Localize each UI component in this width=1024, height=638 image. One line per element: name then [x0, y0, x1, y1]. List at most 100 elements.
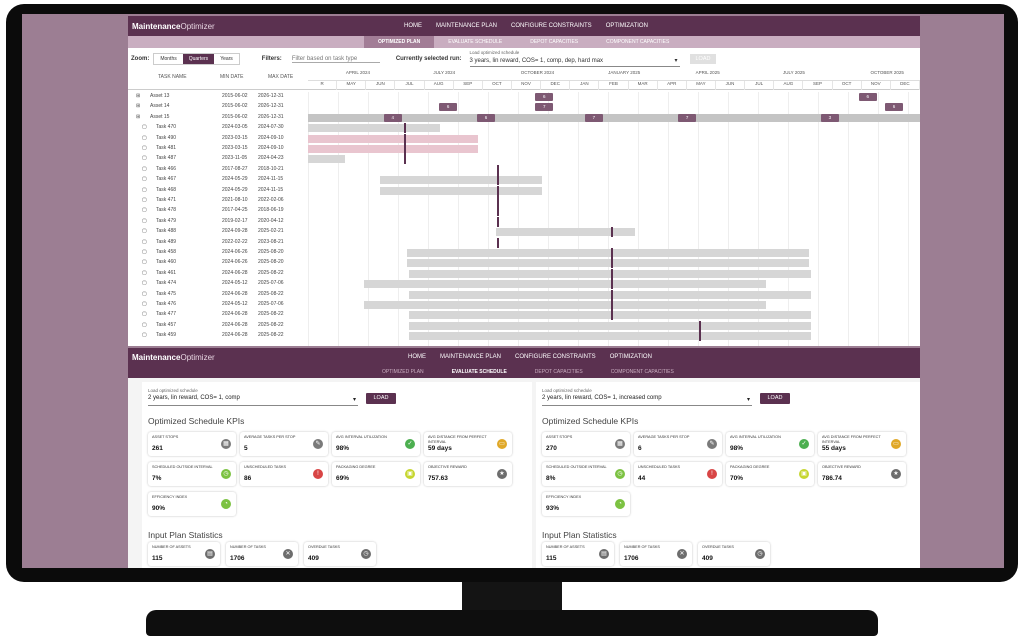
task-window-bar[interactable] [308, 124, 440, 133]
kpi-label: UNSCHEDULED TASKS [638, 465, 681, 469]
task-name: Task 471 [156, 197, 177, 203]
kpi-label: AVG INTERVAL UTILIZATION [730, 435, 781, 439]
stop-count-badge[interactable]: 3 [820, 113, 839, 122]
load-button[interactable]: LOAD [366, 393, 396, 404]
task-row[interactable]: ▢ Task 467 2024-05-29 2024-11-15 [128, 176, 920, 186]
task-row[interactable]: ▢ Task 459 2024-06-28 2025-08-22 [128, 332, 920, 342]
zoom-years[interactable]: Years [220, 56, 233, 62]
schedule-select[interactable]: 2 years, lin reward, COS= 1, increased c… [542, 395, 752, 406]
nav-optimization[interactable]: OPTIMIZATION [605, 23, 648, 29]
task-row[interactable]: ▢ Task 468 2024-05-29 2024-11-15 [128, 187, 920, 197]
task-row[interactable]: ▢ Task 458 2024-06-26 2025-08-20 [128, 249, 920, 259]
task-row[interactable]: ▢ Task 461 2024-06-28 2025-08-22 [128, 270, 920, 280]
task-row[interactable]: ▢ Task 466 2017-08-27 2018-10-21 [128, 166, 920, 176]
task-row[interactable]: ▢ Task 487 2023-11-05 2024-04-23 [128, 155, 920, 165]
stop-count-badge[interactable]: 4 [383, 113, 402, 122]
check-icon: ✓ [405, 439, 415, 449]
task-window-bar[interactable] [408, 321, 811, 330]
task-row[interactable]: ▢ Task 478 2017-04-25 2018-06-19 [128, 207, 920, 217]
task-row[interactable]: ▢ Task 475 2024-06-28 2025-08-22 [128, 291, 920, 301]
stop-count-badge[interactable]: 6 [477, 113, 496, 122]
task-window-bar[interactable] [495, 228, 635, 237]
max-date: 2020-04-12 [258, 217, 284, 224]
task-row[interactable]: ▢ Task 490 2023-03-15 2024-09-10 [128, 135, 920, 145]
scheduled-marker [698, 320, 701, 331]
task-window-bar[interactable] [408, 290, 811, 299]
stat-value: 409 [702, 555, 713, 562]
load-button[interactable]: LOAD [689, 54, 717, 64]
month-label: AUG [425, 81, 454, 90]
task-window-bar[interactable] [408, 332, 811, 341]
task-row[interactable]: ▢ Task 460 2024-06-26 2025-08-20 [128, 259, 920, 269]
tab-depot-capacities[interactable]: DEPOT CAPACITIES [530, 39, 579, 45]
task-window-bar[interactable] [408, 311, 811, 320]
zoom-quarters[interactable]: Quarters [182, 54, 215, 64]
task-row[interactable]: ▢ Task 470 2024-03-05 2024-07-30 [128, 124, 920, 134]
min-date: 2024-05-12 [222, 280, 248, 287]
scheduled-marker [497, 175, 500, 186]
task-window-bar[interactable] [380, 186, 542, 195]
kpi-label: AVG DISTANCE FROM PERFECT INTERVAL [428, 435, 487, 444]
task-row[interactable]: ▢ Task 481 2023-03-15 2024-09-10 [128, 145, 920, 155]
task-name: Task 457 [156, 321, 177, 328]
nav-configure-constraints-2[interactable]: CONFIGURE CONSTRAINTS [515, 354, 596, 360]
task-window-bar[interactable] [363, 280, 766, 289]
stop-count-badge[interactable]: 7 [535, 103, 554, 112]
filter-input[interactable]: Filter based on task type [291, 56, 380, 63]
month-row: R MAY JUN JUL AUG SEP OCT NOV DEC JAN FEB MAR APR MAY… [308, 80, 920, 90]
nav-home-2[interactable]: HOME [408, 354, 426, 360]
task-window-bar[interactable] [408, 269, 811, 278]
task-row[interactable]: ▢ Task 488 2024-09-28 2025-02-21 [128, 228, 920, 238]
sub-tabs: OPTIMIZED PLAN EVALUATE SCHEDULE DEPOT C… [128, 36, 920, 48]
stop-count-badge[interactable]: 6 [885, 103, 904, 112]
task-window-bar[interactable] [308, 155, 346, 164]
stop-count-badge[interactable]: 6 [535, 93, 554, 101]
stat-card: NUMBER OF TASKS 1706 ✕ [226, 542, 298, 566]
tab-component-capacities-2[interactable]: COMPONENT CAPACITIES [610, 369, 674, 375]
scheduled-marker [497, 237, 500, 248]
task-window-bar[interactable] [406, 249, 809, 257]
nav-home[interactable]: HOME [404, 23, 422, 29]
task-row[interactable]: ▢ Task 477 2024-06-28 2025-08-22 [128, 311, 920, 321]
task-name: Task 487 [156, 155, 177, 162]
task-window-bar[interactable] [308, 134, 479, 143]
task-row[interactable]: ▢ Task 471 2021-08-10 2022-02-06 [128, 197, 920, 207]
task-window-bar[interactable] [406, 259, 809, 268]
task-row[interactable]: ▢ Task 474 2024-05-12 2025-07-06 [128, 280, 920, 290]
task-window-bar[interactable] [380, 176, 542, 185]
nav-configure-constraints[interactable]: CONFIGURE CONSTRAINTS [511, 23, 592, 29]
stop-count-badge[interactable]: 6 [858, 93, 877, 101]
task-row[interactable]: ▢ Task 479 2019-02-17 2020-04-12 [128, 218, 920, 228]
min-date: 2024-06-26 [222, 259, 248, 266]
stop-count-badge[interactable]: 7 [584, 113, 603, 122]
nav-maintenance-plan-2[interactable]: MAINTENANCE PLAN [440, 354, 502, 360]
min-date: 2024-03-05 [222, 124, 248, 131]
tab-component-capacities[interactable]: COMPONENT CAPACITIES [606, 39, 670, 45]
asset-row[interactable]: ⊞ Asset 13 2015-06-02 2026-12-31 [128, 93, 920, 103]
nav-optimization-2[interactable]: OPTIMIZATION [609, 354, 652, 360]
tab-optimized-plan[interactable]: OPTIMIZED PLAN [364, 36, 435, 48]
run-label: Currently selected run: [395, 56, 462, 62]
tab-evaluate-schedule[interactable]: EVALUATE SCHEDULE [448, 39, 503, 45]
task-window-bar[interactable] [363, 301, 766, 309]
stop-count-badge[interactable]: 6 [439, 103, 458, 112]
load-button[interactable]: LOAD [760, 393, 790, 404]
min-date: 2024-06-28 [222, 332, 248, 339]
asset-row[interactable]: ⊞ Asset 15 2015-06-02 2026-12-31 [128, 114, 920, 124]
task-row[interactable]: ▢ Task 457 2024-06-28 2025-08-22 [128, 322, 920, 332]
tab-depot-capacities-2[interactable]: DEPOT CAPACITIES [534, 369, 583, 375]
kpi-label: ASSET STOPS [152, 435, 179, 439]
task-window-bar[interactable] [308, 145, 479, 153]
schedule-select[interactable]: 2 years, lin reward, COS= 1, comp ▾ [148, 395, 358, 406]
run-select[interactable]: Load optimized schedule 3 years, lin rew… [469, 50, 680, 67]
task-row[interactable]: ▢ Task 476 2024-05-12 2025-07-06 [128, 301, 920, 311]
asset-row[interactable]: ⊞ Asset 14 2015-06-02 2026-12-31 [128, 103, 920, 113]
kpi-label: EFFICIENCY INDEX [152, 495, 188, 499]
task-row[interactable]: ▢ Task 489 2022-02-22 2023-08-21 [128, 239, 920, 249]
nav-maintenance-plan[interactable]: MAINTENANCE PLAN [436, 23, 498, 29]
zoom-months[interactable]: Months [160, 56, 177, 62]
stop-count-badge[interactable]: 7 [678, 113, 697, 122]
tab-optimized-plan-2[interactable]: OPTIMIZED PLAN [382, 369, 424, 375]
tab-evaluate-schedule-2[interactable]: EVALUATE SCHEDULE [451, 369, 507, 375]
kpi-value: 98% [336, 445, 350, 452]
